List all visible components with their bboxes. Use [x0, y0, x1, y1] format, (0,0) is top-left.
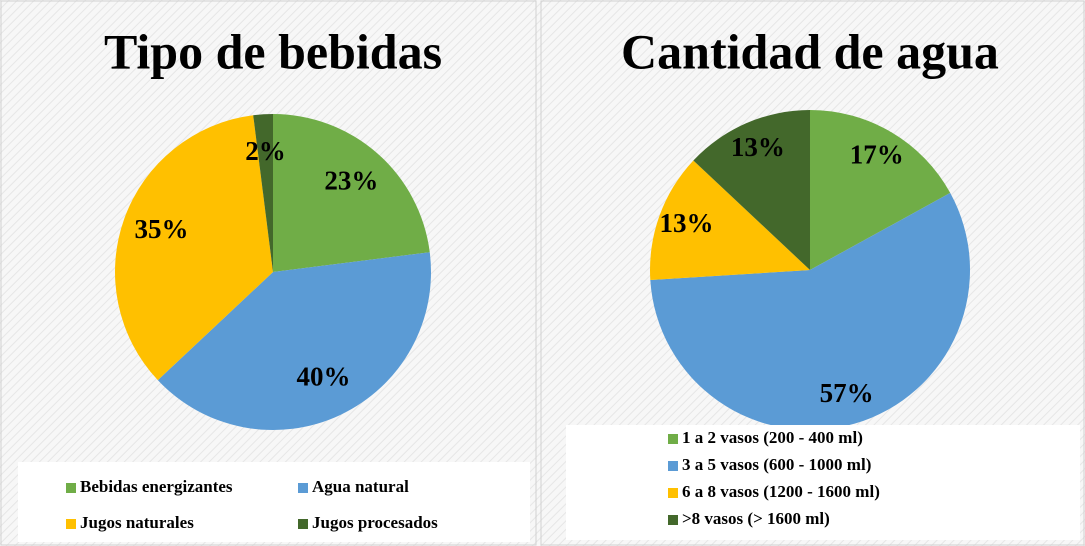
data-label: 13%	[660, 208, 714, 238]
legend-label: 3 a 5 vasos (600 - 1000 ml)	[682, 455, 871, 474]
data-label: 35%	[135, 214, 189, 244]
legend-box	[566, 425, 1080, 540]
data-label: 13%	[731, 132, 785, 162]
chart-title: Cantidad de agua	[621, 23, 999, 79]
legend-box	[18, 462, 530, 542]
data-label: 40%	[296, 361, 350, 391]
chart-title: Tipo de bebidas	[104, 23, 442, 79]
legend-swatch	[66, 519, 76, 529]
legend-label: Jugos naturales	[80, 513, 194, 532]
legend-label: Bebidas energizantes	[80, 477, 233, 496]
panel-border	[0, 0, 537, 546]
pie-slice	[273, 114, 430, 272]
legend-label: Jugos procesados	[312, 513, 438, 532]
legend-label: >8 vasos (> 1600 ml)	[682, 509, 830, 528]
pie-slice	[650, 192, 970, 431]
legend-swatch	[668, 488, 678, 498]
pie-slice	[650, 160, 810, 281]
pie-slice	[693, 110, 810, 270]
legend-swatch	[66, 483, 76, 493]
pie-slice	[253, 114, 273, 272]
legend-label: Agua natural	[312, 477, 409, 496]
pie-slice	[810, 110, 951, 270]
pie-slice	[157, 252, 432, 431]
legend-swatch	[668, 434, 678, 444]
legend-label: 1 a 2 vasos (200 - 400 ml)	[682, 428, 863, 447]
legend-swatch	[298, 483, 308, 493]
legend-swatch	[298, 519, 308, 529]
data-label: 2%	[245, 136, 286, 166]
panel-border	[540, 0, 1085, 546]
legend-swatch	[668, 461, 678, 471]
data-label: 17%	[850, 139, 904, 169]
legend-label: 6 a 8 vasos (1200 - 1600 ml)	[682, 482, 880, 501]
pie-slice	[114, 115, 273, 381]
legend-swatch	[668, 515, 678, 525]
data-label: 57%	[820, 378, 874, 408]
data-label: 23%	[324, 165, 378, 195]
